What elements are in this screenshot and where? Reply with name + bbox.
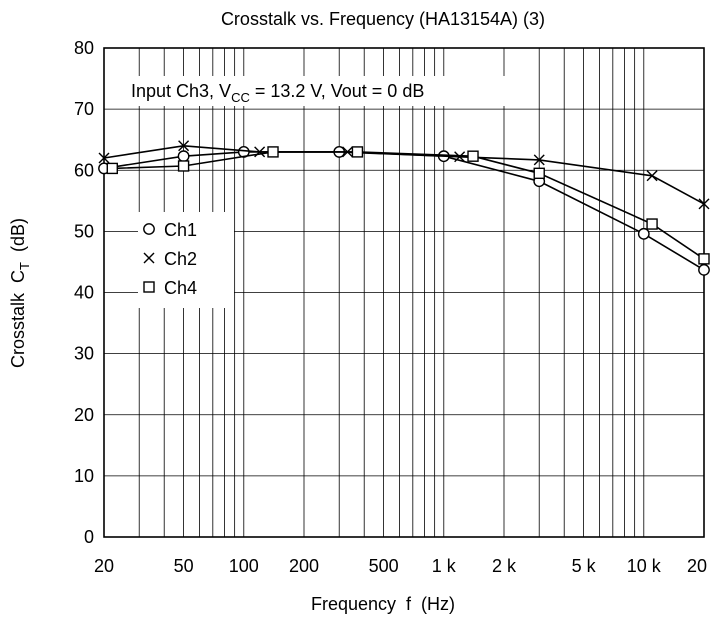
y-axis-label-unit: (dB) (8, 218, 28, 262)
data-point-ch2 (98, 152, 110, 164)
x-tick-label: 500 (369, 556, 399, 576)
x-tick-label: 2 k (492, 556, 517, 576)
y-axis-label-main: Crosstalk C (8, 270, 28, 368)
condition-text: Input Ch3, VCC = 13.2 V, Vout = 0 dB (131, 81, 424, 105)
data-point-ch2 (454, 151, 466, 163)
legend-label-ch4: Ch4 (164, 278, 197, 298)
y-tick-label: 70 (74, 99, 94, 119)
data-point-ch2 (533, 154, 545, 166)
y-tick-label: 80 (74, 38, 94, 58)
cross-stroke (454, 151, 466, 163)
cross-stroke (178, 140, 190, 152)
y-tick-label: 50 (74, 221, 94, 241)
chart-title: Crosstalk vs. Frequency (HA13154A) (3) (221, 9, 545, 29)
legend-marker-ch2 (143, 252, 155, 264)
cross-stroke (143, 252, 155, 264)
condition-prefix: Input Ch3, V (131, 81, 231, 101)
condition-subscript: CC (231, 90, 250, 105)
data-point-ch4 (646, 218, 658, 230)
legend-marker-ch4 (143, 281, 155, 293)
legend-marker-ch1 (143, 223, 155, 235)
grid (104, 48, 704, 537)
condition-annotation: Input Ch3, VCC = 13.2 V, Vout = 0 dB (127, 76, 535, 106)
x-tick-label: 10 k (627, 556, 662, 576)
y-axis-label: Crosstalk CT (dB) (8, 218, 32, 368)
cross-stroke (646, 170, 658, 182)
data-point-ch4 (177, 160, 190, 172)
legend: Ch1 Ch2 Ch4 (138, 212, 234, 308)
y-axis-label-subscript: T (17, 262, 32, 270)
data-point-ch4 (106, 162, 118, 175)
data-point-ch4 (267, 146, 279, 158)
x-axis-label: Frequency f (Hz) (311, 594, 455, 614)
x-tick-label: 20 k (687, 556, 713, 576)
data-point-ch4 (467, 150, 479, 162)
cross-stroke (698, 198, 710, 210)
y-tick-labels: 0 10 20 30 40 50 60 70 80 (74, 38, 94, 547)
legend-label-ch2: Ch2 (164, 249, 197, 269)
series-line-ch4 (112, 151, 705, 260)
x-tick-label: 5 k (572, 556, 597, 576)
plot-frame (103, 47, 705, 538)
x-tick-label: 200 (289, 556, 319, 576)
series (98, 140, 710, 276)
x-tick-label: 20 (94, 556, 114, 576)
series-ch2 (98, 140, 710, 210)
y-tick-label: 30 (74, 344, 94, 364)
x-tick-label: 100 (229, 556, 259, 576)
series-line-ch2 (103, 144, 705, 205)
y-tick-label: 60 (74, 160, 94, 180)
x-tick-label: 50 (174, 556, 194, 576)
data-point-ch2 (178, 140, 190, 152)
data-point-ch4 (351, 146, 364, 158)
data-point-ch2 (698, 198, 710, 210)
condition-annotation-background (127, 76, 535, 106)
cross-stroke (533, 154, 545, 166)
data-point-ch1 (177, 150, 190, 163)
series-ch4 (106, 146, 710, 265)
y-tick-label: 10 (74, 466, 94, 486)
legend-label-ch1: Ch1 (164, 220, 197, 240)
x-tick-labels: 20 50 100 200 500 1 k 2 k 5 k 10 k 20 k (94, 556, 713, 576)
y-tick-label: 0 (84, 527, 94, 547)
y-tick-label: 20 (74, 405, 94, 425)
data-point-ch4 (533, 167, 545, 180)
data-point-ch1 (698, 263, 710, 276)
x-tick-label: 1 k (432, 556, 457, 576)
data-point-ch1 (637, 227, 650, 240)
cross-stroke (98, 152, 110, 164)
y-tick-label: 40 (74, 283, 94, 303)
data-point-ch4 (698, 253, 710, 265)
data-point-ch2 (646, 170, 658, 182)
condition-suffix: = 13.2 V, Vout = 0 dB (250, 81, 424, 101)
